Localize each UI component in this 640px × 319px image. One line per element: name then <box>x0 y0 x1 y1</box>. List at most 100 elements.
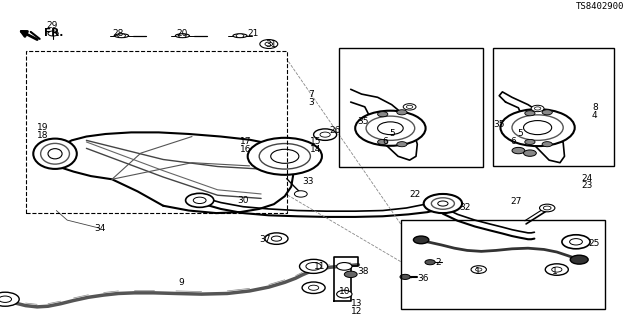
Circle shape <box>542 110 552 115</box>
Text: 9: 9 <box>178 278 184 287</box>
Text: 7: 7 <box>308 90 314 99</box>
Circle shape <box>543 206 551 210</box>
Ellipse shape <box>115 34 129 38</box>
Text: 35: 35 <box>493 120 504 129</box>
Circle shape <box>0 292 19 306</box>
Text: 13: 13 <box>351 299 362 308</box>
Circle shape <box>193 197 206 204</box>
Text: 36: 36 <box>417 274 429 283</box>
Circle shape <box>48 31 58 36</box>
Text: 2: 2 <box>435 258 441 267</box>
Circle shape <box>512 147 525 154</box>
Circle shape <box>337 263 352 270</box>
Circle shape <box>545 264 568 275</box>
Circle shape <box>525 139 535 145</box>
Text: 27: 27 <box>511 197 522 206</box>
Circle shape <box>431 198 454 209</box>
Text: 31: 31 <box>266 40 277 48</box>
Circle shape <box>306 263 321 270</box>
Circle shape <box>259 144 310 169</box>
Circle shape <box>378 139 388 145</box>
Circle shape <box>542 142 552 147</box>
Circle shape <box>570 255 588 264</box>
Text: 19: 19 <box>37 123 49 132</box>
Text: 10: 10 <box>339 287 351 296</box>
Text: 1: 1 <box>552 267 557 276</box>
Circle shape <box>500 109 575 146</box>
Circle shape <box>424 194 462 213</box>
Circle shape <box>302 282 325 293</box>
Circle shape <box>400 274 410 279</box>
Text: 30: 30 <box>237 197 248 205</box>
Circle shape <box>355 111 426 146</box>
Ellipse shape <box>175 34 189 38</box>
Text: 22: 22 <box>410 190 421 199</box>
Circle shape <box>534 107 541 110</box>
Text: TS8402900: TS8402900 <box>575 2 624 11</box>
Circle shape <box>403 104 416 110</box>
Text: 32: 32 <box>460 204 471 212</box>
Text: 3: 3 <box>308 98 314 107</box>
Text: 28: 28 <box>113 29 124 38</box>
Circle shape <box>512 115 563 140</box>
Text: 34: 34 <box>95 224 106 233</box>
Circle shape <box>378 122 403 135</box>
Text: 17: 17 <box>240 137 252 146</box>
Circle shape <box>271 236 282 241</box>
Circle shape <box>308 285 319 290</box>
Circle shape <box>524 150 536 156</box>
Text: 14: 14 <box>310 145 321 154</box>
Circle shape <box>118 34 125 38</box>
Ellipse shape <box>48 149 62 159</box>
Bar <box>401 220 605 309</box>
Circle shape <box>406 105 413 108</box>
Text: 6: 6 <box>383 137 388 146</box>
Circle shape <box>438 201 448 206</box>
Circle shape <box>248 138 322 175</box>
Ellipse shape <box>40 143 69 164</box>
Circle shape <box>260 40 278 48</box>
Circle shape <box>344 271 357 278</box>
Circle shape <box>378 112 388 117</box>
Circle shape <box>265 42 273 46</box>
Circle shape <box>320 132 330 137</box>
Circle shape <box>337 290 352 298</box>
Text: 26: 26 <box>329 126 340 135</box>
Text: 24: 24 <box>581 174 593 183</box>
Text: 35: 35 <box>357 117 369 126</box>
Circle shape <box>366 116 415 140</box>
Text: 1: 1 <box>475 267 481 276</box>
Text: 29: 29 <box>47 21 58 30</box>
Text: 12: 12 <box>351 308 362 316</box>
Circle shape <box>540 204 555 212</box>
Text: 23: 23 <box>581 181 593 190</box>
Text: 18: 18 <box>37 131 49 140</box>
Text: 33: 33 <box>302 177 314 186</box>
Bar <box>26 51 287 213</box>
Text: 5: 5 <box>389 130 395 138</box>
Text: 8: 8 <box>592 103 598 112</box>
Bar <box>339 48 483 167</box>
Circle shape <box>471 266 486 273</box>
Text: 25: 25 <box>589 239 600 248</box>
Circle shape <box>531 105 544 112</box>
Circle shape <box>271 149 299 163</box>
Circle shape <box>0 296 12 302</box>
Text: 15: 15 <box>310 137 321 146</box>
Circle shape <box>294 191 307 197</box>
Circle shape <box>265 233 288 244</box>
Circle shape <box>314 129 337 140</box>
Circle shape <box>524 121 552 135</box>
Text: 6: 6 <box>511 137 516 146</box>
Circle shape <box>552 267 562 272</box>
Text: 16: 16 <box>240 145 252 154</box>
Circle shape <box>236 34 244 38</box>
Text: 5: 5 <box>517 130 523 138</box>
Circle shape <box>525 111 535 116</box>
Circle shape <box>413 236 429 244</box>
Text: 4: 4 <box>592 111 598 120</box>
Ellipse shape <box>233 34 247 38</box>
Text: 20: 20 <box>177 29 188 38</box>
Text: 21: 21 <box>247 29 259 38</box>
Text: 11: 11 <box>314 262 325 271</box>
